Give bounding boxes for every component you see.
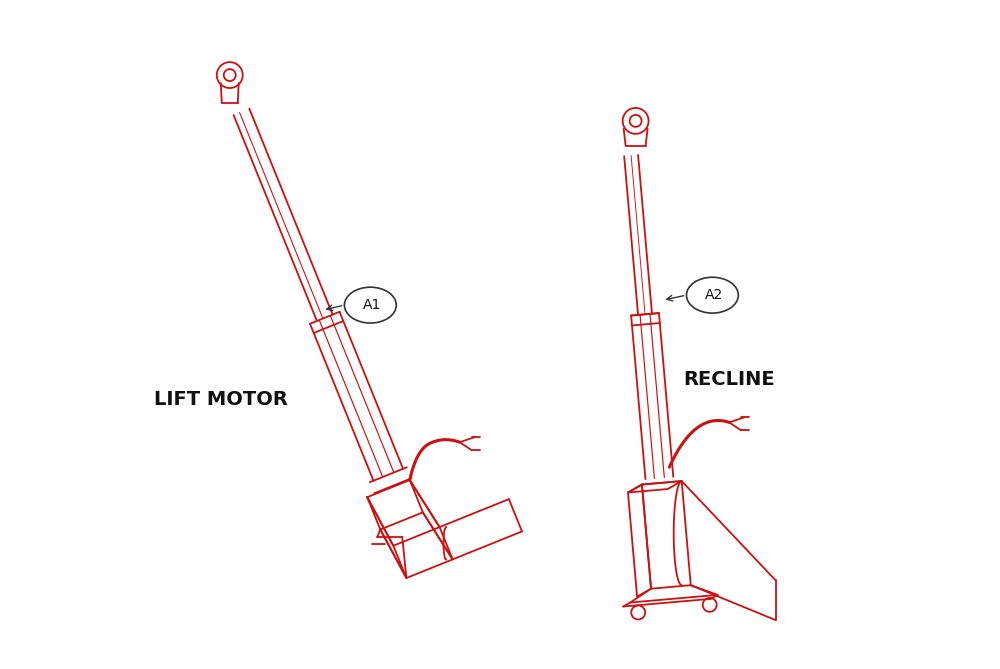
Text: LIFT MOTOR: LIFT MOTOR [154,390,288,409]
Text: A2: A2 [705,288,724,302]
Text: A1: A1 [363,298,382,312]
Ellipse shape [344,287,396,323]
Text: RECLINE: RECLINE [684,371,775,389]
Ellipse shape [686,277,738,313]
